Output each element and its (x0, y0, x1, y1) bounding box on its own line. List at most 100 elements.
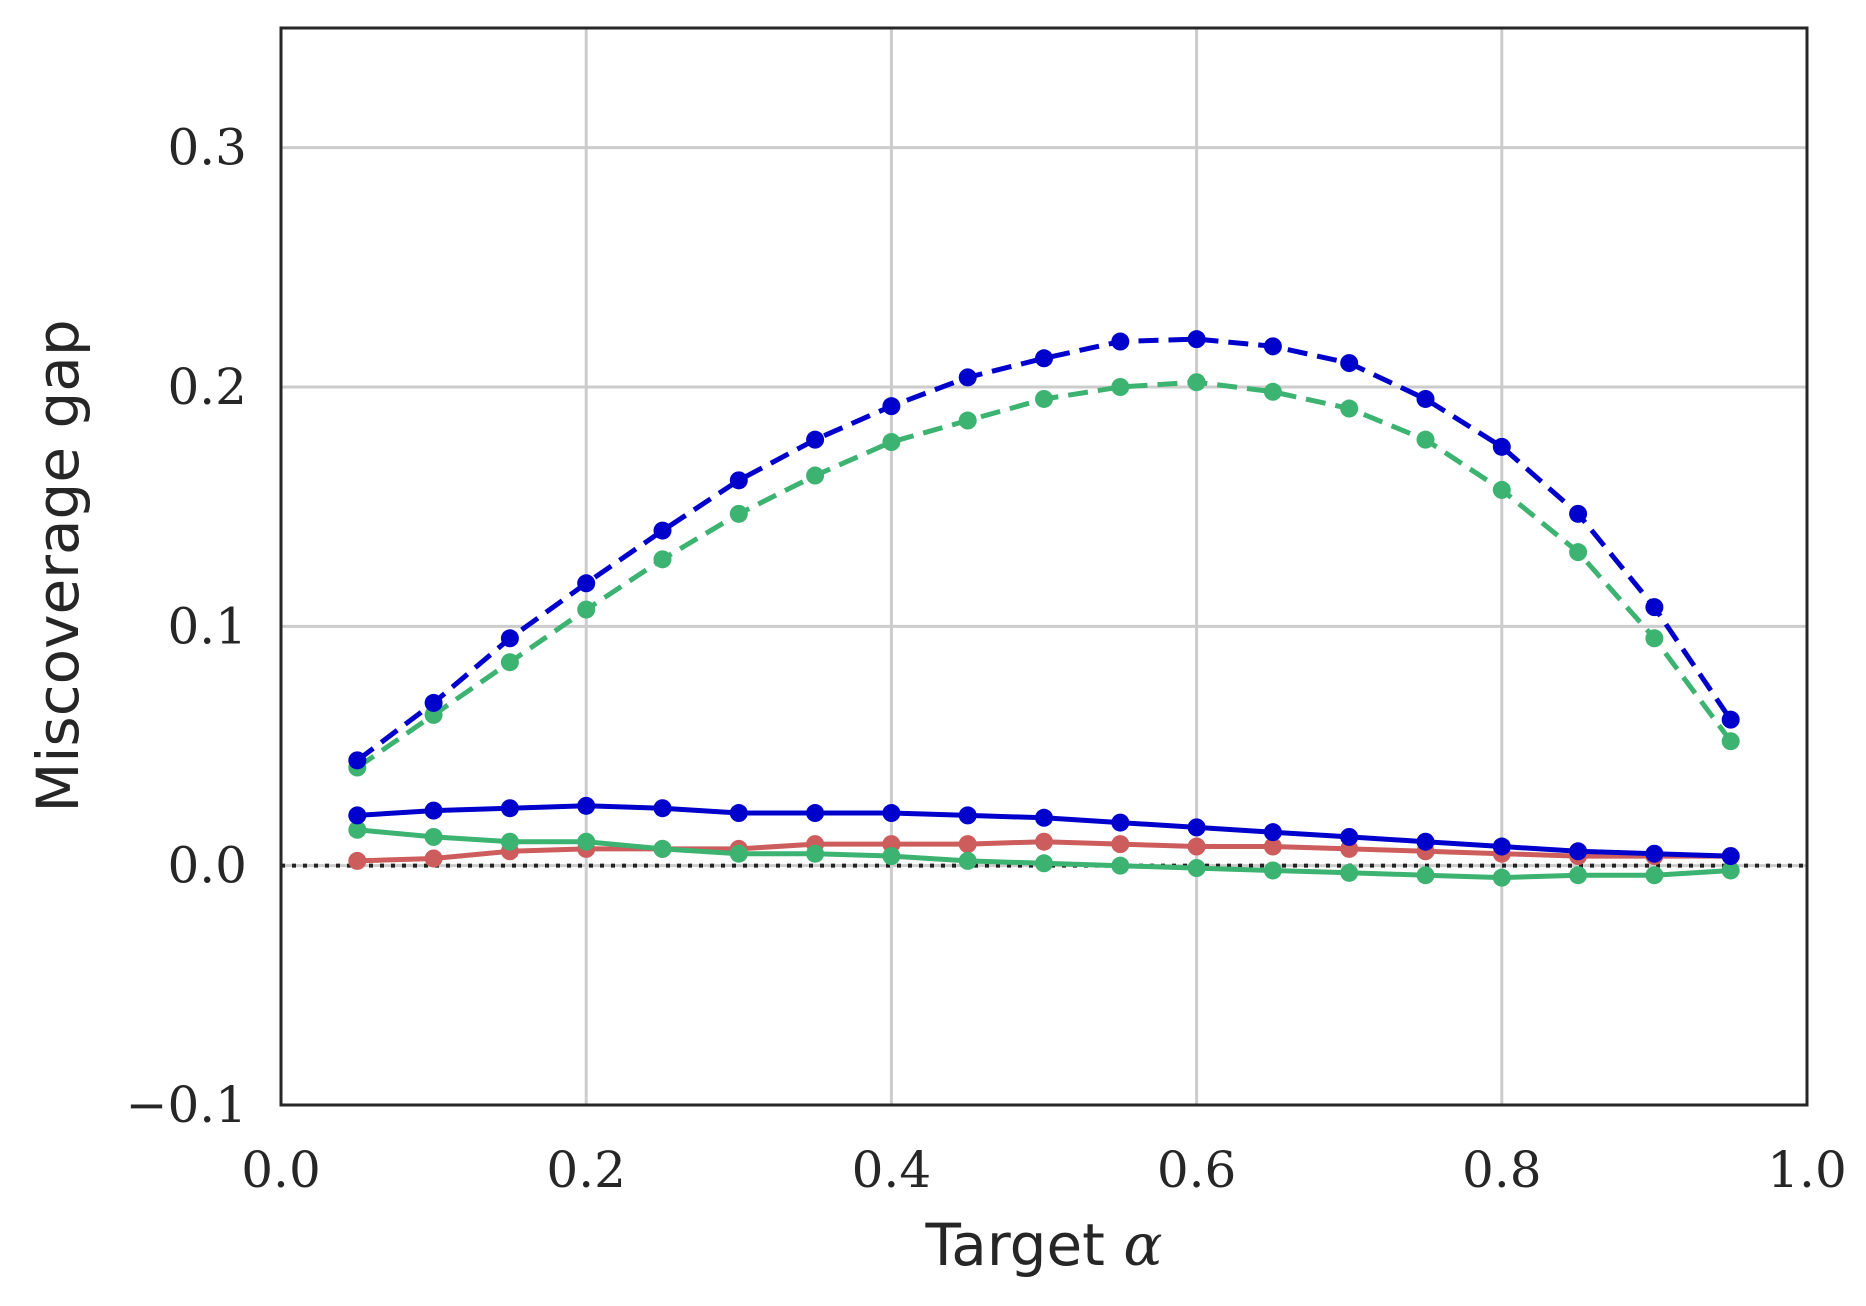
series-4-point-2 (500, 832, 519, 851)
series-4-point-4 (653, 839, 672, 858)
series-2-point-15 (1492, 837, 1511, 856)
series-4-point-1 (424, 827, 443, 846)
series-0-point-10 (1111, 332, 1130, 351)
series-4-point-3 (577, 832, 596, 851)
y-axis-label: Miscoverage gap (24, 319, 92, 812)
x-axis-label-text: Target (924, 1211, 1104, 1279)
series-1-point-9 (1035, 389, 1053, 408)
series-3-point-8 (958, 835, 977, 854)
x-tick-label: 1.0 (1767, 1141, 1847, 1199)
series-0-point-7 (882, 397, 901, 416)
series-4-point-17 (1645, 866, 1664, 885)
series-4-point-14 (1416, 866, 1435, 885)
series-2-point-8 (958, 806, 977, 825)
series-2-point-9 (1035, 808, 1053, 827)
series-1-point-18 (1721, 732, 1740, 751)
series-4 (348, 820, 1740, 887)
series-4-point-15 (1492, 868, 1511, 887)
series-4-point-16 (1569, 866, 1588, 885)
series-1-point-3 (577, 600, 596, 619)
series-0-point-12 (1263, 337, 1282, 356)
series-4-point-13 (1340, 863, 1359, 882)
x-tick-label: 0.4 (852, 1141, 932, 1199)
series-3-point-10 (1111, 835, 1130, 854)
series-4-point-18 (1721, 861, 1740, 880)
series-4-point-0 (348, 820, 367, 839)
series-2-point-4 (653, 799, 672, 818)
series-1 (348, 373, 1740, 777)
series-4-point-8 (958, 851, 977, 870)
x-axis-label-symbol: α (1123, 1211, 1162, 1279)
series-4-point-12 (1263, 861, 1282, 880)
series-1-point-11 (1187, 373, 1206, 392)
x-tick-label: 0.6 (1157, 1141, 1237, 1199)
x-tick-labels: 0.0 0.2 0.4 0.6 0.8 1.0 (241, 1141, 1847, 1199)
series-2-point-13 (1340, 827, 1359, 846)
series-2 (348, 796, 1740, 866)
series-4-point-10 (1111, 856, 1130, 875)
series-1-point-13 (1340, 399, 1359, 418)
series-0-point-16 (1569, 504, 1588, 523)
y-tick-label: 0.2 (167, 358, 247, 416)
series-1-point-17 (1645, 629, 1664, 648)
series-1-point-16 (1569, 543, 1588, 562)
series-3-point-1 (424, 849, 443, 868)
series-2-point-18 (1721, 847, 1740, 866)
series-1-point-4 (653, 550, 672, 569)
series-2-point-2 (500, 799, 519, 818)
series-0-point-13 (1340, 354, 1359, 373)
series-2-point-11 (1187, 818, 1206, 837)
series-0-point-1 (424, 693, 443, 712)
y-tick-label: 0.3 (167, 119, 247, 177)
series-0-point-6 (806, 430, 825, 449)
series-0-point-8 (958, 368, 977, 387)
series-3-point-12 (1263, 837, 1282, 856)
series-2-point-14 (1416, 832, 1435, 851)
series-4-point-11 (1187, 859, 1206, 878)
y-tick-labels: −0.1 0.0 0.1 0.2 0.3 (126, 119, 247, 1134)
plot-frame (279, 26, 1809, 1107)
series-2-point-1 (424, 801, 443, 820)
series-1-point-12 (1263, 382, 1282, 401)
series-4-point-6 (806, 844, 825, 863)
series-1-point-2 (500, 653, 519, 672)
series-0-point-2 (500, 629, 519, 648)
y-tick-label: −0.1 (126, 1076, 247, 1134)
series-4-point-7 (882, 847, 901, 866)
series-2-point-16 (1569, 842, 1588, 861)
series-3-point-11 (1187, 837, 1206, 856)
series-0-point-15 (1492, 437, 1511, 456)
series-2-point-3 (577, 796, 596, 815)
series-1-point-8 (958, 411, 977, 430)
series-1-point-7 (882, 433, 901, 452)
plot-area (281, 28, 1807, 1105)
series-0-point-9 (1035, 349, 1053, 368)
series-1-point-10 (1111, 378, 1130, 396)
y-tick-label: 0.1 (167, 597, 247, 655)
series-0 (348, 330, 1740, 770)
series-2-point-10 (1111, 813, 1130, 832)
series-1-point-5 (729, 504, 748, 523)
series-group (348, 330, 1740, 887)
series-2-point-6 (806, 804, 825, 823)
x-tick-label: 0.2 (546, 1141, 626, 1199)
series-0-point-14 (1416, 389, 1435, 408)
series-4-point-5 (729, 844, 748, 863)
series-1-point-15 (1492, 480, 1511, 499)
x-tick-label: 0.8 (1462, 1141, 1542, 1199)
series-0-point-11 (1187, 330, 1206, 349)
series-0-point-3 (577, 574, 596, 593)
series-2-point-5 (729, 804, 748, 823)
x-tick-label: 0.0 (241, 1141, 321, 1199)
series-1-point-14 (1416, 430, 1435, 449)
series-0-point-4 (653, 521, 672, 540)
series-3-point-0 (348, 851, 367, 870)
series-2-point-7 (882, 804, 901, 823)
y-tick-label: 0.0 (167, 837, 247, 895)
series-1-point-6 (806, 466, 825, 485)
series-0-point-0 (348, 751, 367, 770)
series-2-point-0 (348, 806, 367, 825)
series-0-point-18 (1721, 710, 1740, 729)
series-2-point-12 (1263, 823, 1282, 842)
